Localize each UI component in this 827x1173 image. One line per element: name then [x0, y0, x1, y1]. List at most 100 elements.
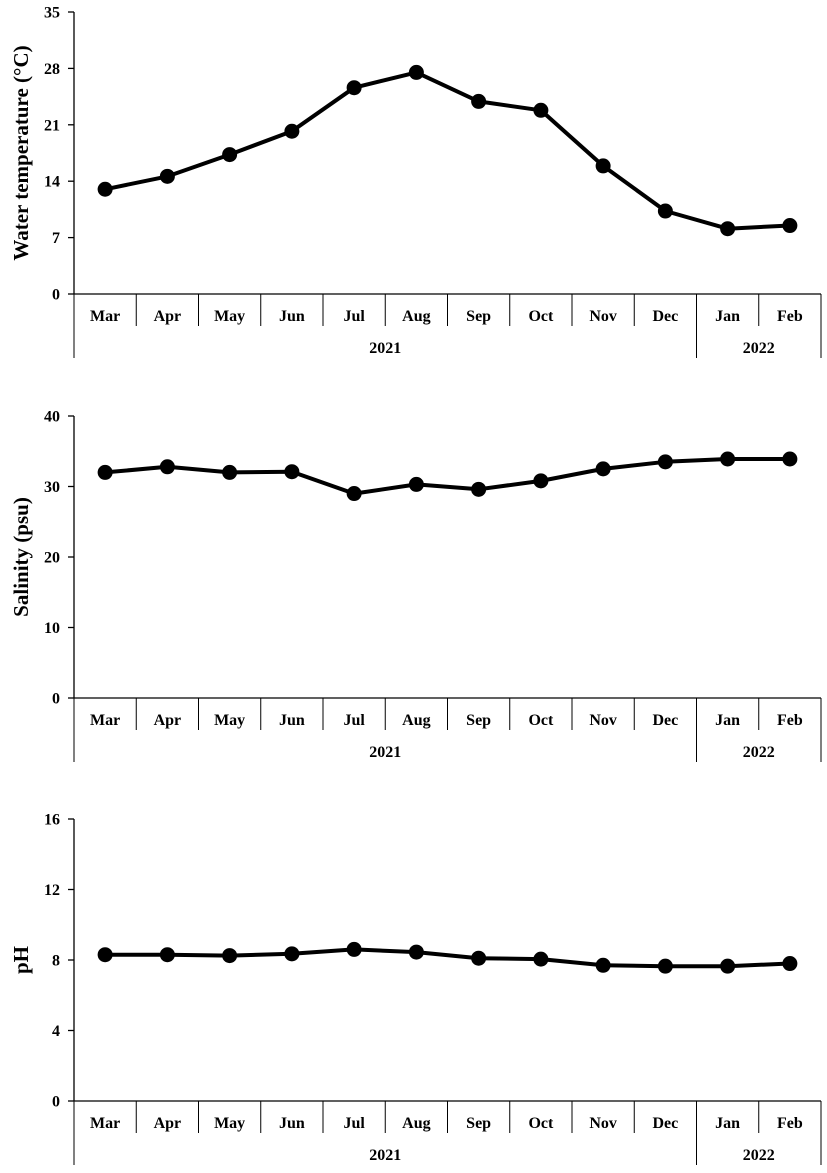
y-axis-label: Water temperature (°C): [9, 45, 33, 260]
x-tick-label: Sep: [466, 712, 491, 729]
x-tick-label: Jul: [343, 1115, 365, 1132]
x-tick-label: Jan: [715, 712, 740, 729]
data-point: [284, 123, 300, 139]
data-point: [595, 158, 611, 174]
y-axis-label: pH: [9, 946, 33, 974]
data-point: [346, 941, 362, 957]
data-point: [346, 486, 362, 502]
y-tick-label: 0: [52, 691, 60, 708]
chart-panel-1: 0 7 14 21 28 35 Water temperature (°C) Mar Apr Ma…: [9, 5, 822, 358]
data-point: [657, 203, 673, 219]
x-tick-label: Jul: [343, 308, 365, 325]
data-point: [222, 948, 238, 964]
x-tick-label: Nov: [589, 712, 617, 729]
x-tick-label: Jan: [715, 308, 740, 325]
x-tick-label: May: [214, 1115, 245, 1132]
x-tick-label: Nov: [589, 1115, 617, 1132]
year-label: 2022: [743, 340, 775, 357]
data-point: [782, 451, 798, 467]
x-tick-label: Mar: [90, 1115, 120, 1132]
data-point: [222, 147, 238, 163]
x-tick-label: Nov: [589, 308, 617, 325]
data-point: [720, 221, 736, 237]
data-point: [284, 946, 300, 962]
x-tick-label: Apr: [154, 308, 182, 325]
data-point: [471, 481, 487, 497]
data-point: [720, 451, 736, 467]
y-tick-label: 10: [44, 620, 60, 637]
x-tick-label: May: [214, 308, 245, 325]
x-tick-label: Oct: [528, 712, 554, 729]
y-axis-label: Salinity (psu): [9, 497, 33, 617]
series-line: [104, 457, 790, 496]
data-point: [533, 473, 549, 489]
x-tick-label: Mar: [90, 712, 120, 729]
data-point: [595, 461, 611, 477]
y-tick-label: 12: [44, 882, 60, 899]
year-label: 2022: [743, 744, 775, 761]
data-point: [159, 168, 175, 184]
data-point: [346, 80, 362, 96]
data-point: [97, 947, 113, 963]
y-tick-label: 20: [44, 550, 60, 567]
data-point: [471, 950, 487, 966]
x-tick-label: Dec: [652, 308, 678, 325]
data-point: [159, 459, 175, 475]
data-point: [533, 951, 549, 967]
x-tick-label: Apr: [154, 712, 182, 729]
x-tick-label: Oct: [528, 1115, 554, 1132]
year-label: 2022: [743, 1147, 775, 1164]
y-tick-label: 0: [52, 287, 60, 304]
data-point: [408, 944, 424, 960]
data-point: [657, 958, 673, 974]
chart-panel-3: 0 4 8 12 16 pH Mar Apr May Jun Jul Aug Sep Oct Nov Dec J…: [9, 812, 822, 1165]
y-tick-label: 8: [52, 953, 60, 970]
y-tick-label: 28: [44, 61, 60, 78]
year-label: 2021: [369, 1147, 401, 1164]
year-label: 2021: [369, 340, 401, 357]
data-point: [408, 64, 424, 80]
x-tick-label: Jun: [279, 308, 305, 325]
data-point: [471, 93, 487, 109]
x-tick-label: Mar: [90, 308, 120, 325]
x-tick-label: Feb: [777, 1115, 803, 1132]
y-tick-label: 30: [44, 479, 60, 496]
y-tick-label: 35: [44, 5, 60, 22]
x-tick-label: Sep: [466, 308, 491, 325]
year-label: 2021: [369, 744, 401, 761]
y-tick-label: 0: [52, 1094, 60, 1111]
data-point: [222, 464, 238, 480]
series-line: [105, 947, 790, 969]
data-point: [782, 956, 798, 972]
data-point: [533, 102, 549, 118]
y-tick-label: 40: [44, 409, 60, 426]
x-tick-label: Feb: [777, 712, 803, 729]
data-point: [720, 958, 736, 974]
y-tick-label: 14: [44, 174, 60, 191]
data-point: [159, 947, 175, 963]
data-point: [97, 181, 113, 197]
data-point: [782, 218, 798, 234]
series-line: [104, 70, 791, 231]
x-tick-label: Dec: [652, 1115, 678, 1132]
x-tick-label: Aug: [402, 308, 430, 325]
x-tick-label: Aug: [402, 712, 430, 729]
chart-panel-2: 0 10 20 30 40 Salinity (psu) Mar Apr May Jun Jul Au…: [9, 409, 822, 762]
y-tick-label: 7: [52, 230, 60, 247]
data-point: [97, 464, 113, 480]
x-tick-label: Dec: [652, 712, 678, 729]
x-tick-label: Jun: [279, 1115, 305, 1132]
y-tick-label: 16: [44, 812, 60, 829]
y-tick-label: 4: [52, 1023, 60, 1040]
x-tick-label: Apr: [154, 1115, 182, 1132]
data-point: [595, 957, 611, 973]
x-tick-label: Jun: [279, 712, 305, 729]
x-tick-label: Sep: [466, 1115, 491, 1132]
x-tick-label: Feb: [777, 308, 803, 325]
x-tick-label: Oct: [528, 308, 554, 325]
y-tick-label: 21: [44, 117, 60, 134]
x-tick-label: Jan: [715, 1115, 740, 1132]
x-tick-label: Aug: [402, 1115, 430, 1132]
data-point: [408, 476, 424, 492]
